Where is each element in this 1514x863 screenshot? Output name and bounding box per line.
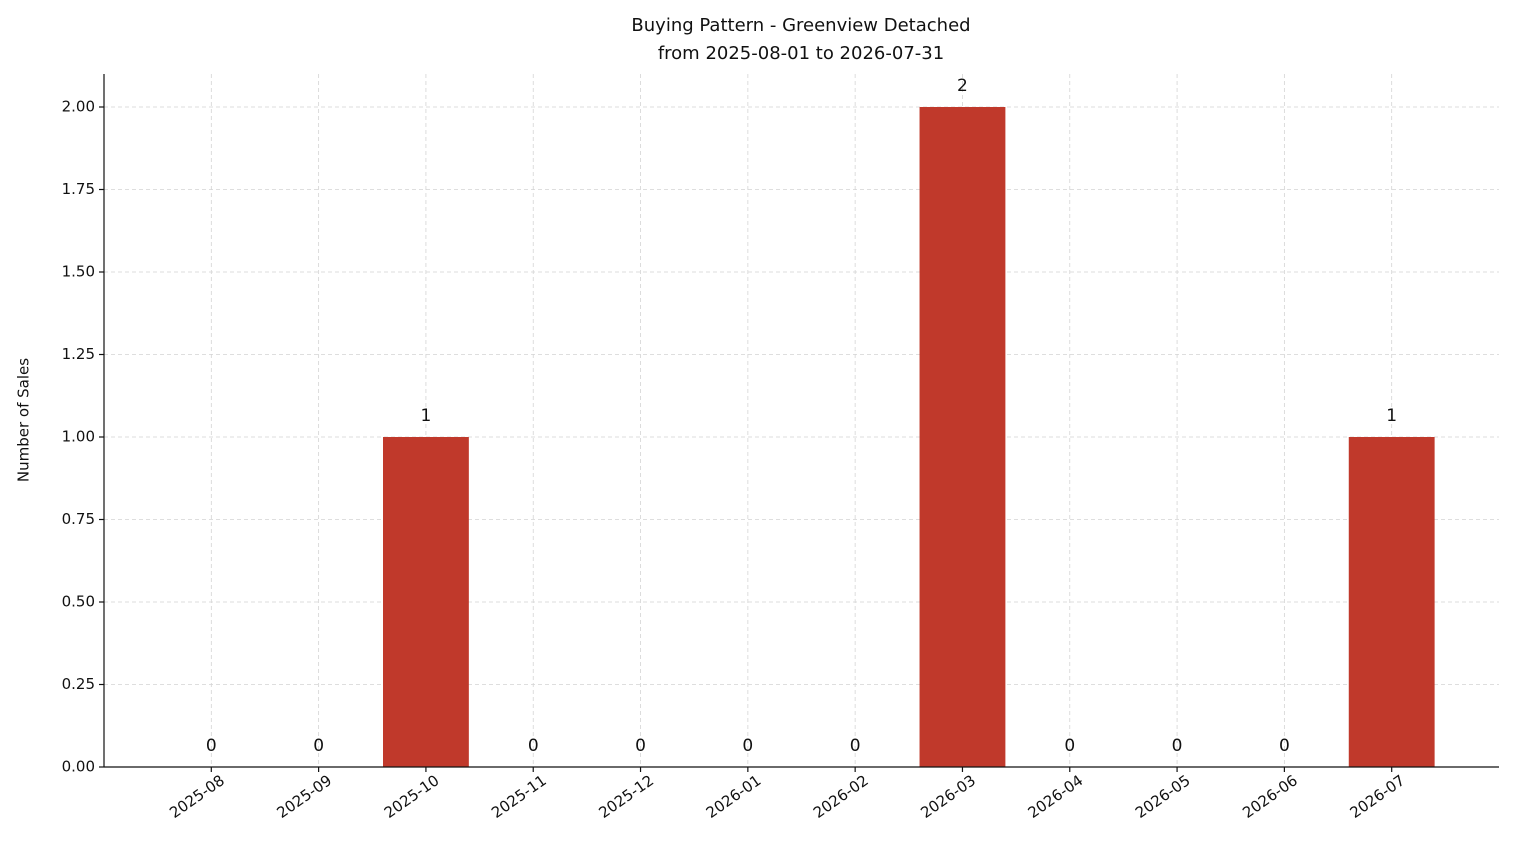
x-tick-label: 2026-03 <box>917 771 979 822</box>
bar <box>383 437 469 767</box>
y-tick-label: 1.00 <box>62 428 95 446</box>
value-label: 1 <box>421 406 432 426</box>
x-tick-label: 2026-06 <box>1239 771 1301 822</box>
value-label: 0 <box>742 736 753 756</box>
y-tick-label: 2.00 <box>62 98 95 116</box>
x-tick-label: 2026-02 <box>810 771 872 822</box>
value-label: 0 <box>850 736 861 756</box>
value-label: 0 <box>635 736 646 756</box>
chart-subtitle: from 2025-08-01 to 2026-07-31 <box>658 43 944 64</box>
value-label: 0 <box>528 736 539 756</box>
bar <box>1348 437 1435 767</box>
y-axis-label: Number of Sales <box>15 358 33 482</box>
y-tick-label: 0.25 <box>62 675 95 693</box>
x-tick-label: 2026-05 <box>1132 771 1194 822</box>
x-tick-label: 2025-08 <box>166 771 228 822</box>
y-tick-label: 1.75 <box>62 180 95 198</box>
value-label: 1 <box>1386 406 1397 426</box>
y-tick-label: 1.50 <box>62 263 95 281</box>
value-label: 0 <box>313 736 324 756</box>
value-label: 0 <box>206 736 217 756</box>
value-label: 0 <box>1064 736 1075 756</box>
x-tick-label: 2026-01 <box>703 771 765 822</box>
x-tick-label: 2026-07 <box>1347 771 1409 822</box>
x-tick-label: 2025-09 <box>273 771 335 822</box>
x-tick-label: 2025-10 <box>381 771 443 822</box>
y-tick-label: 1.25 <box>62 345 95 363</box>
y-tick-label: 0.50 <box>62 593 95 611</box>
chart-title: Buying Pattern - Greenview Detached <box>631 15 970 36</box>
value-label: 0 <box>1172 736 1183 756</box>
value-label: 2 <box>957 76 968 96</box>
x-tick-label: 2025-11 <box>488 771 550 822</box>
x-tick-label: 2026-04 <box>1025 771 1087 822</box>
y-tick-label: 0.00 <box>62 758 95 776</box>
bar <box>919 107 1006 767</box>
x-tick-label: 2025-12 <box>595 771 657 822</box>
y-tick-label: 0.75 <box>62 510 95 528</box>
value-label: 0 <box>1279 736 1290 756</box>
